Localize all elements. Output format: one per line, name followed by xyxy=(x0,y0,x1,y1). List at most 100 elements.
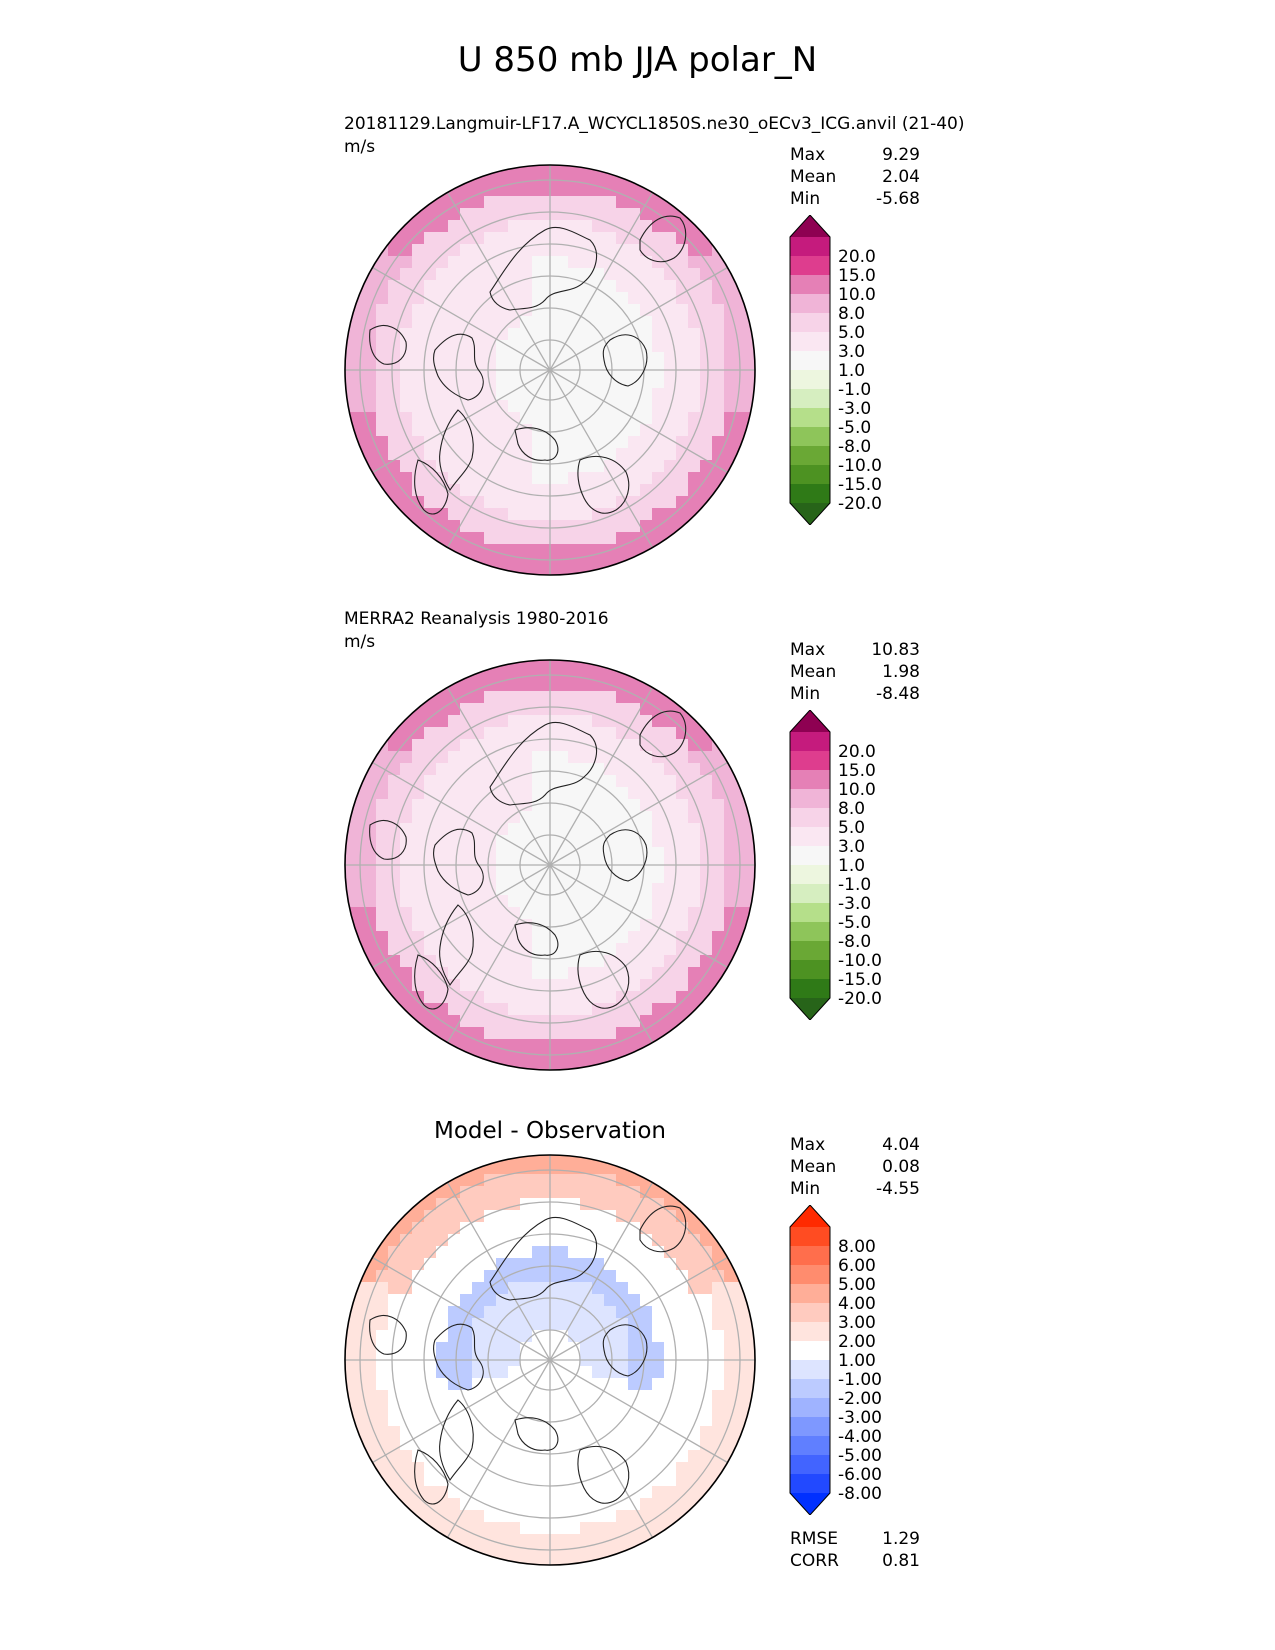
field-cell xyxy=(592,1186,605,1199)
field-cell xyxy=(400,1378,413,1391)
colorbar-swatch xyxy=(790,256,830,276)
colorbar-tick-label: 5.0 xyxy=(838,818,865,838)
field-cell xyxy=(568,424,581,437)
field-cell xyxy=(345,1366,353,1379)
field-cell xyxy=(592,388,605,401)
field-cell xyxy=(352,376,365,389)
field-cell xyxy=(448,376,461,389)
field-cell xyxy=(508,376,521,389)
field-cell xyxy=(688,787,701,800)
field-cell xyxy=(460,1462,473,1475)
field-cell xyxy=(448,1534,461,1547)
field-cell xyxy=(724,268,737,281)
field-cell xyxy=(580,1558,593,1565)
field-cell xyxy=(496,556,509,569)
field-cell xyxy=(484,280,497,293)
field-cell xyxy=(532,1390,545,1403)
field-cell xyxy=(556,1294,569,1307)
field-cell xyxy=(676,412,689,425)
field-cell xyxy=(508,847,521,860)
field-cell xyxy=(640,739,653,752)
field-cell xyxy=(484,811,497,824)
field-cell xyxy=(712,388,725,401)
field-cell xyxy=(520,400,533,413)
field-cell xyxy=(508,943,521,956)
field-cell xyxy=(496,1414,509,1427)
field-cell xyxy=(508,715,521,728)
field-cell xyxy=(628,448,641,461)
field-cell xyxy=(412,256,425,269)
field-cell xyxy=(712,1306,725,1319)
field-cell xyxy=(424,1306,437,1319)
field-cell xyxy=(472,436,485,449)
field-cell xyxy=(604,967,617,980)
field-cell xyxy=(592,532,605,545)
field-cell xyxy=(736,871,749,884)
field-cell xyxy=(712,472,725,485)
field-cell xyxy=(640,787,653,800)
field-cell xyxy=(400,991,413,1004)
field-cell xyxy=(532,895,545,908)
field-cell xyxy=(616,1063,629,1070)
field-cell xyxy=(640,412,653,425)
field-cell xyxy=(388,979,401,992)
field-cell xyxy=(424,799,437,812)
field-cell xyxy=(412,508,425,521)
field-cell xyxy=(424,1246,437,1259)
coastline xyxy=(602,829,648,882)
field-cell xyxy=(508,763,521,776)
field-cell xyxy=(592,400,605,413)
field-cell xyxy=(388,1003,401,1016)
field-cell xyxy=(592,472,605,485)
field-cell xyxy=(345,823,353,836)
field-cell xyxy=(460,1210,473,1223)
field-cell xyxy=(652,1522,665,1535)
field-cell xyxy=(352,1366,365,1379)
field-cell xyxy=(424,775,437,788)
field-cell xyxy=(424,1486,437,1499)
field-cell xyxy=(616,328,629,341)
field-cell xyxy=(712,304,725,317)
field-cell xyxy=(664,1039,677,1052)
field-cell xyxy=(712,328,725,341)
field-cell xyxy=(484,847,497,860)
colorbar-tick-label: -3.0 xyxy=(838,894,871,914)
field-cell xyxy=(376,448,389,461)
colorbar-extend-top xyxy=(790,215,830,237)
field-cell xyxy=(580,520,593,533)
field-cell xyxy=(640,1462,653,1475)
field-cell xyxy=(580,412,593,425)
field-cell xyxy=(724,883,737,896)
field-cell xyxy=(376,1366,389,1379)
field-cell xyxy=(460,328,473,341)
field-cell xyxy=(616,931,629,944)
field-cell xyxy=(640,1546,653,1559)
field-cell xyxy=(448,847,461,860)
field-cell xyxy=(532,412,545,425)
field-cell xyxy=(484,883,497,896)
field-cell xyxy=(664,679,677,692)
field-cell xyxy=(472,1390,485,1403)
field-cell xyxy=(568,835,581,848)
field-cell xyxy=(448,1162,461,1175)
field-cell xyxy=(616,691,629,704)
field-cell xyxy=(652,955,665,968)
panel1-colorbar: 20.015.010.08.05.03.01.0-1.0-3.0-5.0-8.0… xyxy=(789,215,882,525)
field-cell xyxy=(460,1510,473,1523)
field-cell xyxy=(532,1246,545,1259)
field-cell xyxy=(568,268,581,281)
field-cell xyxy=(580,883,593,896)
field-cell xyxy=(412,280,425,293)
field-cell xyxy=(676,1330,689,1343)
field-cell xyxy=(412,352,425,365)
field-cell xyxy=(700,1402,713,1415)
field-cell xyxy=(376,883,389,896)
field-cell xyxy=(664,520,677,533)
field-cell xyxy=(424,184,437,197)
field-cell xyxy=(532,931,545,944)
field-cell xyxy=(448,280,461,293)
field-cell xyxy=(568,1402,581,1415)
field-cell xyxy=(628,316,641,329)
field-cell xyxy=(364,244,377,257)
field-cell xyxy=(424,1234,437,1247)
